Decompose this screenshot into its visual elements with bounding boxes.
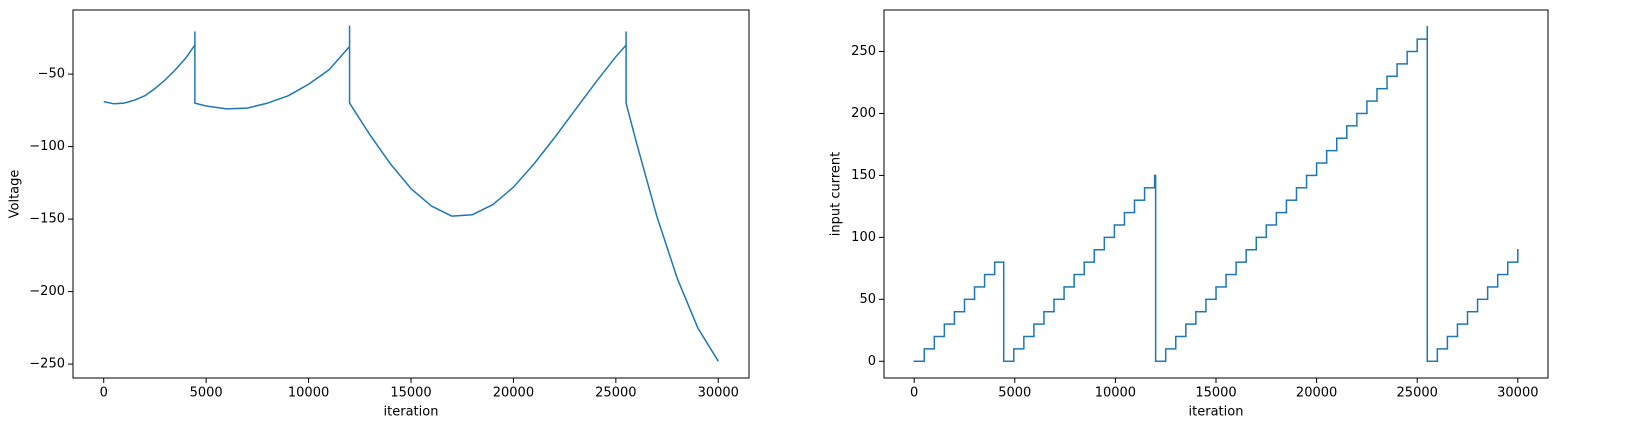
y-tick-label: 100 [851, 230, 876, 245]
x-axis-label: iteration [1189, 405, 1244, 420]
y-axis-label: input current [829, 152, 844, 236]
axes-frame [72, 9, 750, 379]
y-tick-label: 150 [851, 168, 876, 183]
x-tick-label: 20000 [493, 386, 534, 401]
y-tick-label: 0 [868, 354, 876, 369]
x-tick-label: 15000 [390, 386, 431, 401]
x-tick-label: 0 [100, 386, 108, 401]
subplot: 0 5000 10000 15000 20000 25000 30000 −250 −200 −1… [8, 9, 750, 420]
y-tick-label: −100 [29, 139, 65, 154]
y-tick-label: 250 [851, 44, 876, 59]
x-tick-label: 0 [910, 386, 918, 401]
x-tick-label: 10000 [288, 386, 329, 401]
y-axis-label: Voltage [8, 170, 23, 219]
y-tick-label: 200 [851, 106, 876, 121]
line [103, 25, 719, 362]
x-tick-label: 5000 [190, 386, 223, 401]
x-tick-label: 5000 [998, 386, 1031, 401]
x-tick-label: 20000 [1296, 386, 1337, 401]
y-tick-label: −200 [29, 284, 65, 299]
x-tick-label: 30000 [698, 386, 739, 401]
x-tick-label: 10000 [1095, 386, 1136, 401]
y-tick-label: −150 [29, 212, 65, 227]
x-tick-label: 30000 [1497, 386, 1538, 401]
subplot: 0 5000 10000 15000 20000 25000 30000 0 50 100 150 2… [829, 9, 1549, 420]
x-axis-label: iteration [384, 405, 439, 420]
axes-frame [883, 9, 1549, 379]
y-tick-label: 50 [859, 292, 876, 307]
x-tick-label: 25000 [595, 386, 636, 401]
y-tick-label: −50 [38, 67, 65, 82]
x-tick-label: 15000 [1195, 386, 1236, 401]
y-tick-label: −250 [29, 357, 65, 372]
x-tick-label: 25000 [1397, 386, 1438, 401]
